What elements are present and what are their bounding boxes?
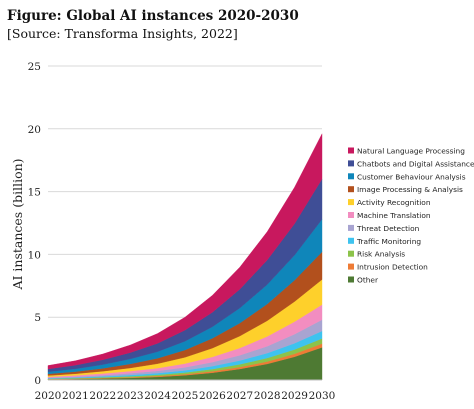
y-tick-label: 15	[28, 187, 41, 199]
x-tick-label: 2025	[172, 390, 199, 402]
area-series	[47, 133, 323, 370]
x-tick-label: 2021	[62, 390, 89, 402]
legend-label: Image Processing & Analysis	[357, 185, 463, 194]
legend: Natural Language Processing Chatbots and …	[348, 147, 474, 285]
x-tick-label: 2026	[199, 390, 226, 402]
legend-label: Risk Analysis	[357, 250, 405, 259]
x-tick-label: 2030	[309, 390, 336, 402]
legend-label: Intrusion Detection	[357, 263, 428, 272]
legend-swatch	[348, 263, 354, 270]
legend-label: Customer Behaviour Analysis	[357, 172, 466, 181]
y-tick-label: 0	[34, 375, 41, 387]
area-series-group	[47, 133, 323, 381]
legend-swatch	[348, 224, 354, 231]
y-tick-label: 20	[28, 124, 41, 136]
x-tick-label: 2022	[89, 390, 116, 402]
legend-swatch	[348, 147, 354, 154]
x-tick-label: 2027	[226, 390, 253, 402]
legend-swatch	[348, 250, 354, 257]
legend-label: Natural Language Processing	[357, 147, 465, 156]
legend-label: Threat Detection	[356, 224, 420, 233]
legend-label: Traffic Monitoring	[356, 237, 421, 246]
y-tick-label: 25	[28, 61, 41, 73]
figure-source: [Source: Transforma Insights, 2022]	[7, 26, 238, 41]
legend-swatch	[348, 276, 354, 283]
x-tick-label: 2020	[35, 390, 62, 402]
legend-label: Other	[357, 276, 379, 285]
figure-title: Figure: Global AI instances 2020-2030	[7, 8, 299, 24]
legend-swatch	[348, 199, 354, 206]
legend-swatch	[348, 212, 354, 218]
legend-label: Machine Translation	[357, 211, 431, 220]
y-tick-label: 10	[28, 249, 41, 261]
x-tick-label: 2028	[254, 390, 281, 402]
y-tick-label: 5	[34, 312, 41, 324]
legend-swatch	[348, 186, 354, 193]
x-tick-label: 2024	[144, 390, 171, 402]
x-tick-label: 2029	[281, 390, 308, 402]
legend-swatch	[348, 237, 354, 244]
legend-swatch	[348, 160, 354, 167]
x-tick-label: 2023	[117, 390, 144, 402]
legend-swatch	[348, 173, 354, 180]
y-axis-label: AI instances (billion)	[10, 158, 25, 290]
legend-label: Activity Recognition	[357, 198, 431, 207]
legend-label: Chatbots and Digital Assistance	[357, 159, 474, 168]
